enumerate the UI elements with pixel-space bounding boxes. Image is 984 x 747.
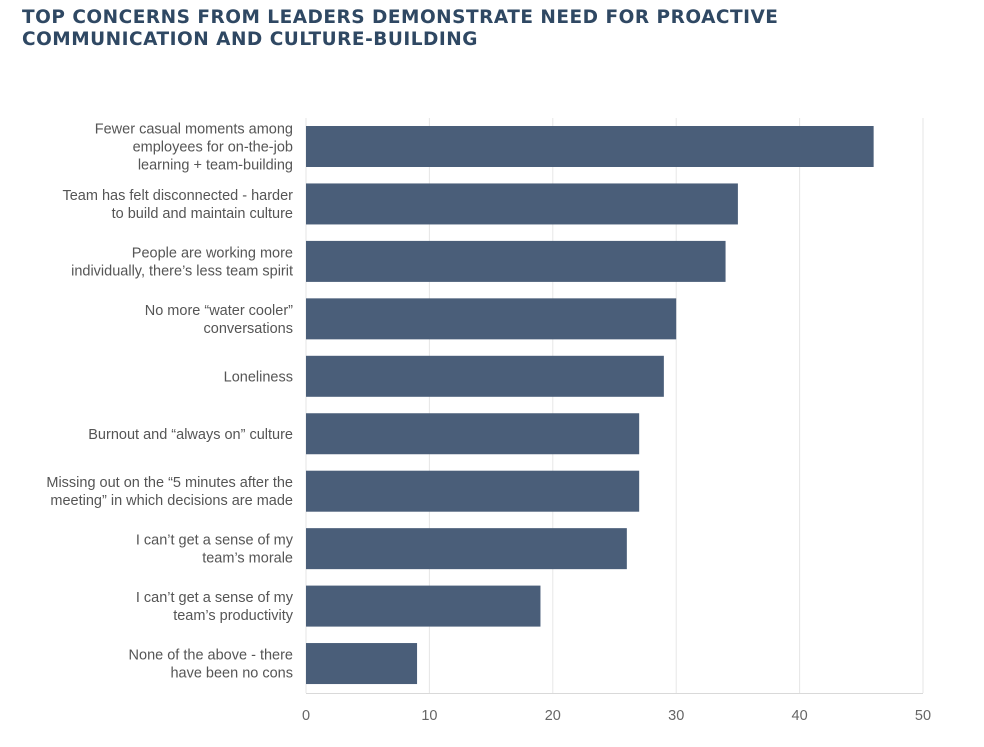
x-axis-ticks: 0 10 20 30 40 50 bbox=[302, 708, 931, 724]
x-tick-label: 50 bbox=[915, 708, 931, 724]
category-label: Loneliness bbox=[224, 369, 293, 385]
bar bbox=[306, 413, 640, 455]
category-label: No more “water cooler” conversations bbox=[145, 303, 293, 337]
bars bbox=[306, 126, 874, 685]
x-tick-label: 30 bbox=[668, 708, 684, 724]
bar bbox=[306, 240, 726, 282]
bar bbox=[306, 528, 627, 570]
bar bbox=[306, 126, 874, 167]
category-label: None of the above - there have been no co… bbox=[129, 648, 293, 682]
x-tick-label: 0 bbox=[302, 708, 310, 724]
bar bbox=[306, 643, 418, 685]
category-labels: Fewer casual moments among employees for … bbox=[46, 122, 293, 682]
category-label: Burnout and “always on” culture bbox=[88, 427, 293, 443]
category-label: Missing out on the “5 minutes after the m… bbox=[46, 475, 293, 509]
x-tick-label: 20 bbox=[545, 708, 561, 724]
x-tick-label: 40 bbox=[792, 708, 808, 724]
category-label: Team has felt disconnected - harder to bu… bbox=[62, 188, 293, 222]
category-label: Fewer casual moments among employees for … bbox=[95, 122, 293, 174]
bar bbox=[306, 470, 640, 512]
bar bbox=[306, 355, 664, 397]
category-label: I can’t get a sense of my team’s morale bbox=[136, 533, 294, 567]
x-tick-label: 10 bbox=[421, 708, 437, 724]
bar bbox=[306, 183, 738, 225]
category-label: People are working more individually, the… bbox=[71, 245, 293, 279]
bar bbox=[306, 585, 541, 627]
category-label: I can’t get a sense of my team’s producti… bbox=[136, 590, 294, 624]
bar bbox=[306, 298, 677, 340]
chart-title: TOP CONCERNS FROM LEADERS DEMONSTRATE NE… bbox=[22, 7, 779, 50]
